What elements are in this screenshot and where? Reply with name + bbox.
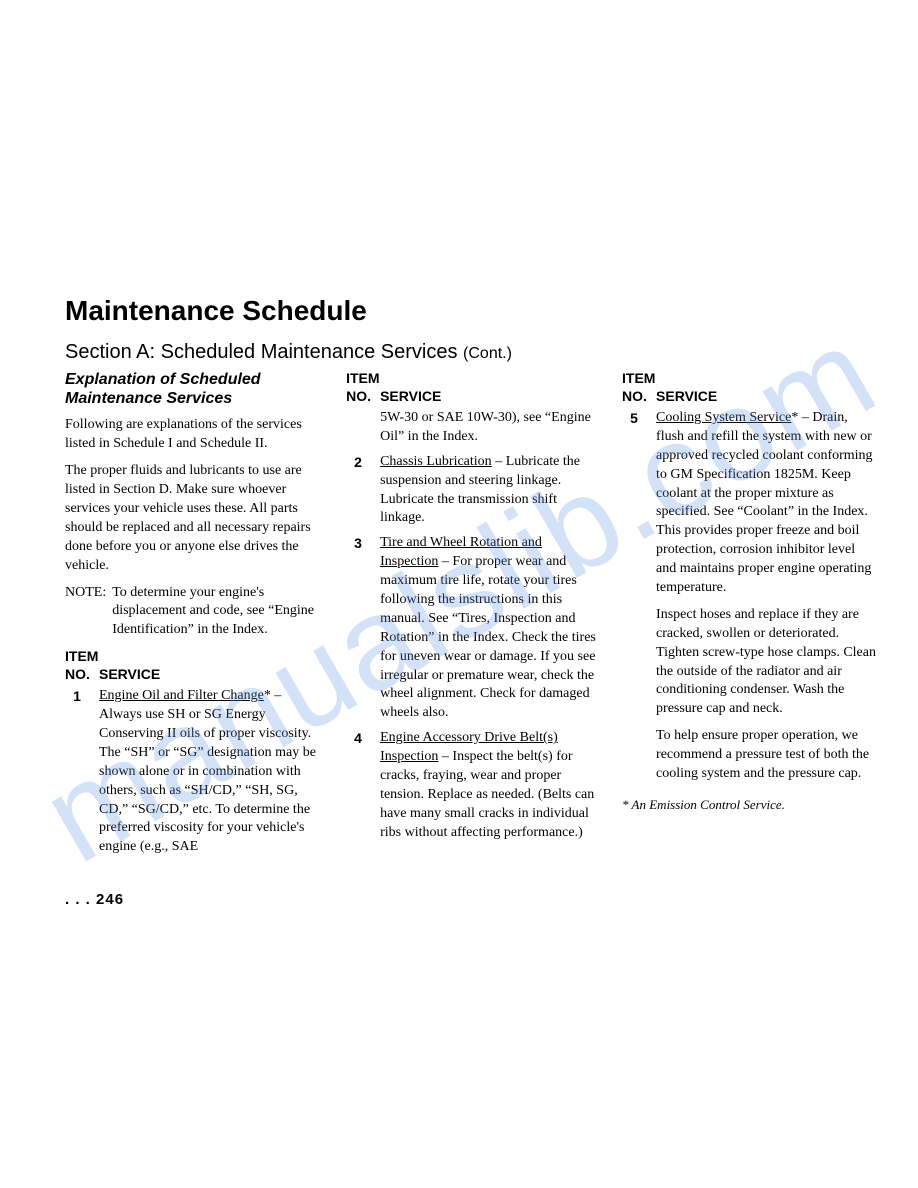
service-num-4: 4 [346, 729, 380, 842]
page-number: . . . 246 [65, 891, 878, 908]
item-header-col3: ITEM NO. SERVICE [622, 370, 878, 405]
item-header-no-3: NO. [622, 388, 656, 406]
service-cont-body: 5W-30 or SAE 10W-30), see “Engine Oil” i… [380, 409, 602, 447]
service-continuation: 5W-30 or SAE 10W-30), see “Engine Oil” i… [346, 409, 602, 447]
service-name-1: Engine Oil and Filter Change [99, 688, 264, 703]
service-item-2: 2 Chassis Lubrication – Lubricate the su… [346, 453, 602, 529]
service-body-4: Engine Accessory Drive Belt(s) Inspectio… [380, 729, 602, 842]
page-title: Maintenance Schedule [65, 295, 878, 327]
service-body-1: Engine Oil and Filter Change* – Always u… [99, 687, 326, 857]
note-text: To determine your engine's displacement … [112, 584, 326, 641]
item-header-service-2: SERVICE [380, 388, 441, 406]
item-header-service: SERVICE [99, 666, 160, 684]
service-body-2: Chassis Lubrication – Lubricate the susp… [380, 453, 602, 529]
section-title-text: Section A: Scheduled Maintenance Service… [65, 341, 457, 363]
footnote: * An Emission Control Service. [622, 796, 878, 814]
column-2: ITEM NO. SERVICE 5W-30 or SAE 10W-30), s… [346, 370, 602, 863]
service-item-5: 5 Cooling System Service* – Drain, flush… [622, 409, 878, 784]
note-block: NOTE: To determine your engine's displac… [65, 584, 326, 641]
item-header-item-3: ITEM [622, 370, 878, 388]
service-star-1: * [264, 688, 271, 703]
intro-para-2: The proper fluids and lubricants to use … [65, 462, 326, 575]
service-cont-num [346, 409, 380, 447]
service-num-3: 3 [346, 534, 380, 723]
service-item-4: 4 Engine Accessory Drive Belt(s) Inspect… [346, 729, 602, 842]
service-text-5: – Drain, flush and refill the system wit… [656, 410, 873, 595]
service-item-3: 3 Tire and Wheel Rotation and Inspection… [346, 534, 602, 723]
item-header-item: ITEM [65, 648, 326, 666]
subheading: Explanation of Scheduled Maintenance Ser… [65, 370, 326, 408]
note-label: NOTE: [65, 584, 112, 641]
service-name-5: Cooling System Service [656, 410, 791, 425]
section-cont: (Cont.) [463, 345, 512, 362]
service-text-1: – Always use SH or SG Energy Conserving … [99, 688, 316, 854]
service-5-para2: Inspect hoses and replace if they are cr… [656, 606, 878, 719]
service-name-2: Chassis Lubrication [380, 454, 492, 469]
service-text-3: – For proper wear and maximum tire life,… [380, 554, 596, 720]
item-header-no: NO. [65, 666, 99, 684]
column-3: ITEM NO. SERVICE 5 Cooling System Servic… [622, 370, 878, 863]
column-1: Explanation of Scheduled Maintenance Ser… [65, 370, 326, 863]
intro-para-1: Following are explanations of the servic… [65, 416, 326, 454]
service-item-1: 1 Engine Oil and Filter Change* – Always… [65, 687, 326, 857]
item-header-col2: ITEM NO. SERVICE [346, 370, 602, 405]
service-5-para3: To help ensure proper operation, we reco… [656, 727, 878, 784]
service-body-5: Cooling System Service* – Drain, flush a… [656, 409, 878, 784]
service-num-1: 1 [65, 687, 99, 857]
item-header-service-3: SERVICE [656, 388, 717, 406]
section-title: Section A: Scheduled Maintenance Service… [65, 341, 878, 364]
service-num-2: 2 [346, 453, 380, 529]
item-header-no-2: NO. [346, 388, 380, 406]
content-columns: Explanation of Scheduled Maintenance Ser… [65, 370, 878, 863]
service-num-5: 5 [622, 409, 656, 784]
service-body-3: Tire and Wheel Rotation and Inspection –… [380, 534, 602, 723]
item-header-col1: ITEM NO. SERVICE [65, 648, 326, 683]
item-header-item-2: ITEM [346, 370, 602, 388]
